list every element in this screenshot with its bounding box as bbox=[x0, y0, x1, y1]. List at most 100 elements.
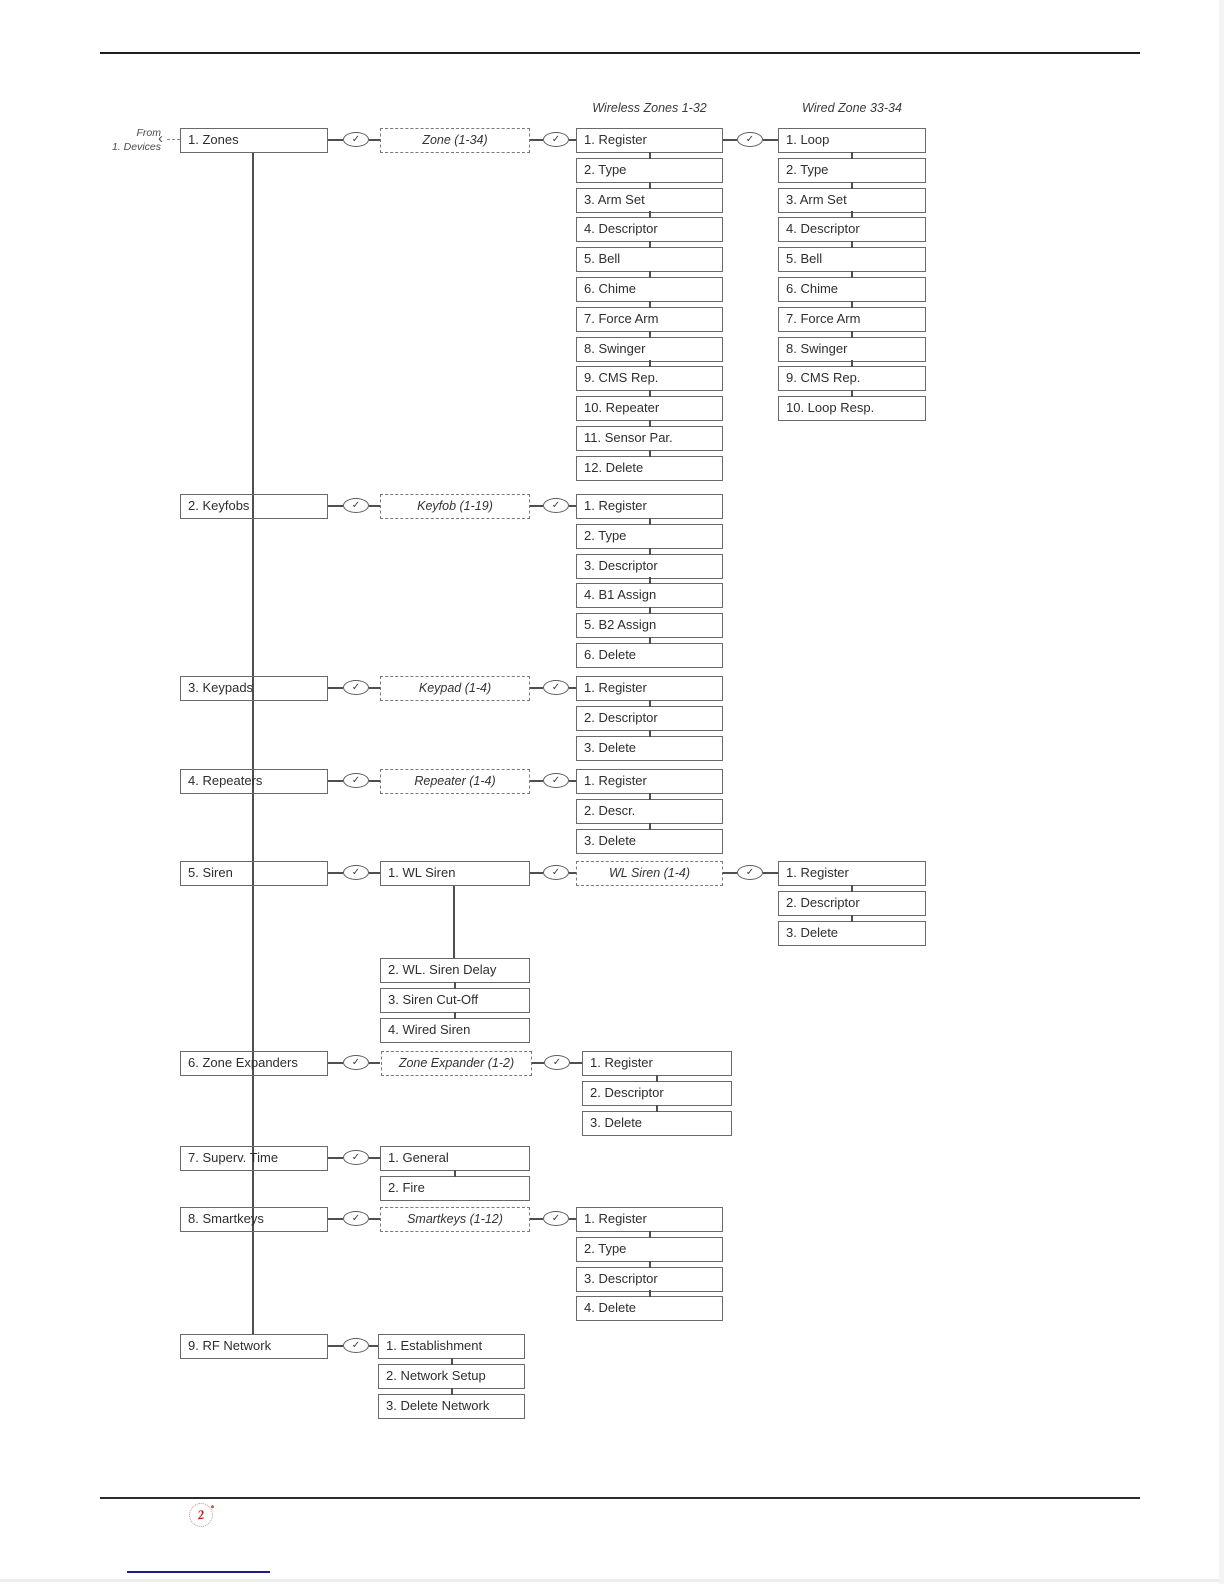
connector-line bbox=[530, 139, 543, 141]
smartkeys-list: 1. Register 2. Type 3. Descriptor 4. Delete bbox=[576, 1207, 723, 1326]
connector-line bbox=[530, 780, 543, 782]
checkmark-oval-icon: ✓ bbox=[343, 865, 369, 880]
connector-line bbox=[328, 687, 343, 689]
checkmark-oval-icon: ✓ bbox=[737, 132, 763, 147]
menu-item-box: 3. Descriptor bbox=[576, 547, 723, 579]
param-box-keyfob: Keyfob (1-19) bbox=[380, 494, 530, 519]
menu-item-box: 5. Bell bbox=[778, 241, 926, 273]
param-box-zone: Zone (1-34) bbox=[380, 128, 530, 153]
connector-line bbox=[328, 780, 343, 782]
connector-line bbox=[369, 139, 380, 141]
page-rule-top bbox=[100, 52, 1140, 54]
connector-line bbox=[328, 505, 343, 507]
connector-line bbox=[369, 505, 380, 507]
param-box-repeater: Repeater (1-4) bbox=[380, 769, 530, 794]
keyfobs-list: 1. Register 2. Type 3. Descriptor 4. B1 Ass… bbox=[576, 494, 723, 673]
menu-item-box: 6. Chime bbox=[576, 270, 723, 302]
checkmark-oval-icon: ✓ bbox=[543, 680, 569, 695]
menu-item-box: 6. Delete bbox=[576, 636, 723, 668]
connector-line bbox=[569, 780, 576, 782]
checkmark-oval-icon: ✓ bbox=[543, 773, 569, 788]
connector-line bbox=[328, 1345, 343, 1347]
menu-box-zone-expanders: 6. Zone Expanders bbox=[180, 1051, 328, 1076]
check-glyph: ✓ bbox=[351, 1212, 361, 1224]
connector-line bbox=[723, 139, 737, 141]
connector-line bbox=[531, 1062, 544, 1064]
menu-item-box: 3. Arm Set bbox=[576, 181, 723, 213]
menu-item-box: 2. Network Setup bbox=[378, 1357, 525, 1389]
menu-item-box: 1. Register bbox=[576, 1207, 723, 1232]
connector-line bbox=[530, 505, 543, 507]
param-box-keypad: Keypad (1-4) bbox=[380, 676, 530, 701]
connector-line bbox=[723, 872, 737, 874]
wl-siren-drop-line bbox=[453, 886, 455, 958]
check-glyph: ✓ bbox=[551, 499, 561, 511]
checkmark-oval-icon: ✓ bbox=[343, 1211, 369, 1226]
keypads-list: 1. Register 2. Descriptor 3. Delete bbox=[576, 676, 723, 765]
connector-line bbox=[369, 687, 380, 689]
left-arrow-icon: ‹ bbox=[158, 130, 163, 147]
connector-line bbox=[530, 872, 543, 874]
param-box-zone-expander: Zone Expander (1-2) bbox=[381, 1051, 532, 1076]
checkmark-oval-icon: ✓ bbox=[737, 865, 763, 880]
checkmark-oval-icon: ✓ bbox=[543, 132, 569, 147]
footer-underline bbox=[127, 1571, 270, 1573]
menu-item-box: 11. Sensor Par. bbox=[576, 419, 723, 451]
connector-line bbox=[328, 1218, 343, 1220]
menu-item-box: 1. Register bbox=[576, 128, 723, 153]
connector-line bbox=[569, 687, 576, 689]
menu-item-box: 4. Descriptor bbox=[778, 211, 926, 243]
check-glyph: ✓ bbox=[745, 133, 755, 145]
menu-item-box: 1. Loop bbox=[778, 128, 926, 153]
menu-item-box: 1. Register bbox=[576, 676, 723, 701]
menu-item-box: 3. Siren Cut-Off bbox=[380, 981, 530, 1013]
connector-line bbox=[328, 139, 343, 141]
menu-item-box: 3. Delete bbox=[576, 822, 723, 854]
menu-item-box: 5. Bell bbox=[576, 241, 723, 273]
menu-box-wl-siren: 1. WL Siren bbox=[380, 861, 530, 886]
check-glyph: ✓ bbox=[552, 1056, 562, 1068]
check-glyph: ✓ bbox=[551, 774, 561, 786]
connector-line bbox=[369, 1345, 378, 1347]
menu-item-box: 3. Arm Set bbox=[778, 181, 926, 213]
checkmark-oval-icon: ✓ bbox=[343, 773, 369, 788]
spine-line bbox=[252, 153, 254, 1334]
check-glyph: ✓ bbox=[351, 774, 361, 786]
menu-item-box: 12. Delete bbox=[576, 449, 723, 481]
menu-item-box: 3. Delete bbox=[582, 1104, 732, 1136]
check-glyph: ✓ bbox=[551, 681, 561, 693]
menu-item-box: 1. Register bbox=[582, 1051, 732, 1076]
connector-line bbox=[763, 139, 778, 141]
check-glyph: ✓ bbox=[351, 681, 361, 693]
menu-item-box: 2. Fire bbox=[380, 1169, 530, 1201]
superv-time-list: 1. General 2. Fire bbox=[380, 1146, 530, 1206]
checkmark-oval-icon: ✓ bbox=[343, 498, 369, 513]
checkmark-oval-icon: ✓ bbox=[343, 132, 369, 147]
menu-box-repeaters: 4. Repeaters bbox=[180, 769, 328, 794]
checkmark-oval-icon: ✓ bbox=[544, 1055, 570, 1070]
check-glyph: ✓ bbox=[351, 866, 361, 878]
connector-line bbox=[530, 1218, 543, 1220]
menu-item-box: 3. Delete Network bbox=[378, 1387, 525, 1419]
check-glyph: ✓ bbox=[551, 133, 561, 145]
menu-item-box: 10. Repeater bbox=[576, 390, 723, 422]
stamp-logo: 2 bbox=[187, 1501, 215, 1529]
checkmark-oval-icon: ✓ bbox=[543, 498, 569, 513]
menu-item-box: 1. Establishment bbox=[378, 1334, 525, 1359]
menu-item-box: 2. Type bbox=[576, 1230, 723, 1262]
dashed-connector-line bbox=[167, 139, 180, 140]
connector-line bbox=[569, 505, 576, 507]
connector-line bbox=[328, 872, 343, 874]
menu-item-box: 9. CMS Rep. bbox=[778, 360, 926, 392]
menu-item-box: 2. Descriptor bbox=[576, 699, 723, 731]
menu-item-box: 5. B2 Assign bbox=[576, 607, 723, 639]
checkmark-oval-icon: ✓ bbox=[543, 865, 569, 880]
check-glyph: ✓ bbox=[551, 1212, 561, 1224]
menu-item-box: 2. Type bbox=[778, 151, 926, 183]
page-right-edge bbox=[1219, 0, 1224, 1584]
menu-box-superv-time: 7. Superv. Time bbox=[180, 1146, 328, 1171]
connector-line bbox=[569, 1218, 576, 1220]
menu-item-box: 2. Descriptor bbox=[778, 884, 926, 916]
menu-item-box: 8. Swinger bbox=[778, 330, 926, 362]
